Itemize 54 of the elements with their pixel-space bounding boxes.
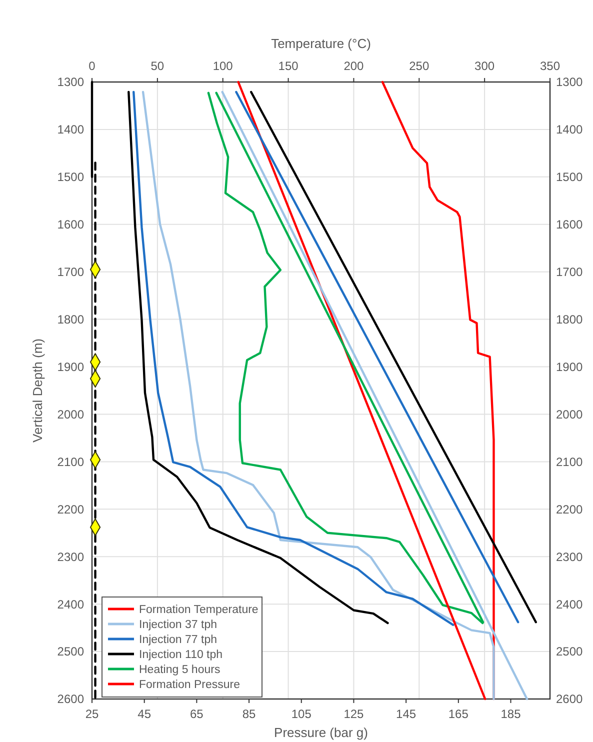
y-tick-label: 2300 — [57, 550, 84, 564]
y2-tick-label: 1800 — [556, 312, 584, 327]
x-tick-label: 105 — [291, 707, 312, 721]
y2-tick-label: 1300 — [556, 75, 584, 90]
y-tick-label: 2400 — [57, 597, 84, 612]
y-tick-label: 1800 — [57, 312, 84, 327]
x2-tick-label: 50 — [150, 59, 164, 73]
y2-tick-label: 1600 — [556, 218, 584, 232]
x2-tick-label: 150 — [278, 59, 299, 73]
legend-label: Formation Pressure — [139, 679, 240, 692]
legend-label: Heating 5 hours — [139, 664, 220, 676]
legend-label: Injection 37 tph — [139, 619, 218, 632]
y2-tick-label: 2100 — [556, 454, 584, 469]
y2-tick-label: 2300 — [556, 550, 584, 564]
legend-label: Injection 110 tph — [139, 649, 223, 662]
x-tick-label: 125 — [344, 707, 364, 721]
y-tick-label: 1900 — [57, 360, 84, 374]
y2-tick-label: 2400 — [556, 597, 584, 612]
x-tick-label: 65 — [190, 707, 204, 721]
x-axis-title: Pressure (bar g) — [274, 725, 368, 740]
y-tick-label: 1600 — [57, 218, 84, 232]
x2-tick-label: 300 — [474, 59, 495, 73]
x2-axis-title: Temperature (°C) — [271, 36, 371, 51]
x2-tick-label: 0 — [88, 59, 96, 73]
x-tick-label: 185 — [500, 707, 522, 721]
x2-tick-label: 250 — [409, 59, 430, 73]
y2-tick-label: 2500 — [556, 644, 584, 659]
x-tick-label: 45 — [138, 707, 152, 721]
y-tick-label: 2200 — [57, 502, 84, 516]
y-tick-label: 2500 — [57, 644, 84, 659]
y2-tick-label: 2200 — [556, 502, 584, 516]
y-axis-title: Vertical Depth (m) — [30, 338, 45, 443]
x2-tick-label: 200 — [344, 59, 364, 73]
y-tick-label: 1500 — [57, 170, 84, 184]
legend-label: Injection 77 tph — [139, 634, 218, 646]
y-tick-label: 1700 — [57, 265, 84, 280]
x2-tick-label: 100 — [212, 59, 234, 73]
y2-tick-label: 1900 — [556, 360, 584, 374]
y2-tick-label: 1700 — [556, 265, 584, 280]
y-tick-label: 2100 — [57, 454, 84, 469]
y-tick-label: 1300 — [57, 75, 84, 90]
x-tick-label: 165 — [448, 707, 469, 721]
legend-label: Formation Temperature — [139, 604, 258, 616]
x-tick-label: 25 — [85, 707, 99, 721]
x2-tick-label: 350 — [540, 59, 560, 73]
y2-tick-label: 1400 — [556, 122, 584, 137]
y-tick-label: 2600 — [57, 692, 84, 706]
y-tick-label: 2000 — [57, 407, 84, 422]
x-tick-label: 145 — [396, 707, 416, 721]
y2-tick-label: 2600 — [556, 692, 584, 706]
x-tick-label: 85 — [242, 707, 256, 721]
y2-tick-label: 1500 — [556, 170, 584, 184]
y-tick-label: 1400 — [57, 122, 84, 137]
y2-tick-label: 2000 — [556, 407, 584, 422]
